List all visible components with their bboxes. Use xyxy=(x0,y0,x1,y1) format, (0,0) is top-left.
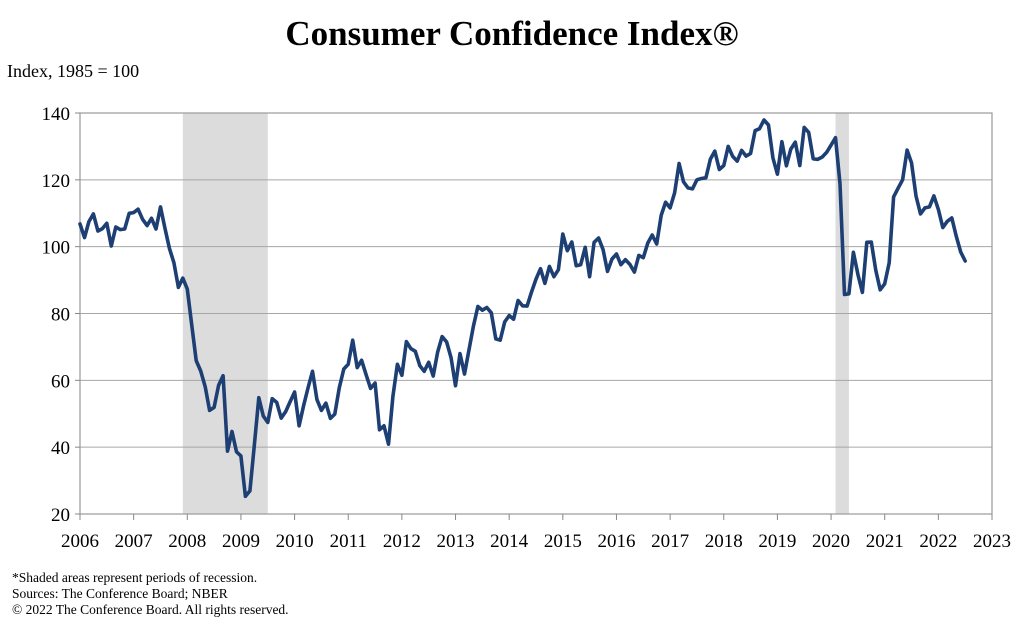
x-tick-label: 2006 xyxy=(61,531,99,552)
x-tick-label: 2021 xyxy=(866,531,904,552)
x-tick-label: 2019 xyxy=(758,531,796,552)
sources-footnote: Sources: The Conference Board; NBER xyxy=(12,586,228,601)
copyright-footnote: © 2022 The Conference Board. All rights … xyxy=(12,602,289,617)
x-tick-label: 2011 xyxy=(330,531,367,552)
x-tick-label: 2007 xyxy=(115,531,153,552)
x-tick-label: 2015 xyxy=(544,531,582,552)
series-line-cci xyxy=(78,118,967,499)
x-tick-label: 2010 xyxy=(276,531,314,552)
x-axis: 2006 2007 2008 2009 2010 2011 2012 2013 2014 2015… xyxy=(61,514,1011,552)
x-tick-label: 2018 xyxy=(705,531,743,552)
x-tick-label: 2016 xyxy=(597,531,635,552)
x-tick-label: 2023 xyxy=(973,531,1011,552)
y-tick-label: 60 xyxy=(51,371,70,392)
x-tick-label: 2020 xyxy=(812,531,850,552)
y-axis-label: Index, 1985 = 100 xyxy=(7,61,140,81)
x-tick-label: 2008 xyxy=(168,531,206,552)
y-tick-label: 140 xyxy=(42,104,71,125)
y-tick-label: 100 xyxy=(42,238,71,259)
y-axis: 20 40 60 80 100 120 140 xyxy=(42,104,80,526)
chart-title: Consumer Confidence Index® xyxy=(285,14,739,53)
y-tick-label: 20 xyxy=(51,505,70,526)
recession-footnote: *Shaded areas represent periods of reces… xyxy=(12,570,258,585)
x-tick-label: 2022 xyxy=(919,531,957,552)
y-tick-label: 80 xyxy=(51,305,70,326)
x-tick-label: 2012 xyxy=(383,531,421,552)
x-tick-label: 2014 xyxy=(490,531,529,552)
x-tick-label: 2013 xyxy=(437,531,475,552)
x-tick-label: 2009 xyxy=(222,531,260,552)
y-tick-label: 120 xyxy=(42,171,71,192)
x-tick-label: 2017 xyxy=(651,531,689,552)
y-tick-label: 40 xyxy=(51,438,70,459)
